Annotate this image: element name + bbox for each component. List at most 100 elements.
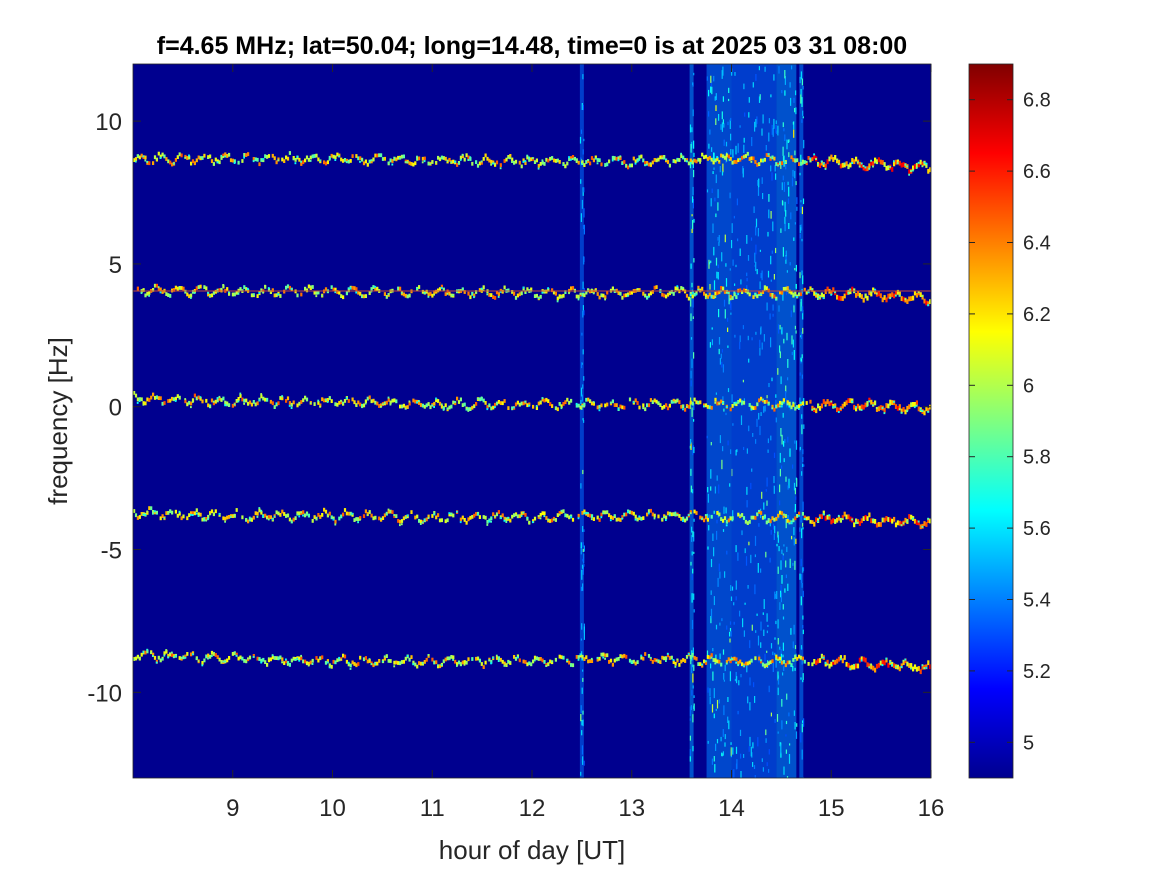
band-speckle xyxy=(774,165,776,172)
trace-segment xyxy=(237,160,240,165)
band-speckle xyxy=(713,688,715,699)
trace-halo xyxy=(300,654,302,657)
band-speckle xyxy=(785,476,787,482)
trace-halo xyxy=(604,298,606,301)
trace-segment xyxy=(247,519,250,524)
trace-halo xyxy=(155,661,158,664)
trace-halo xyxy=(239,392,242,395)
band-speckle xyxy=(782,201,784,206)
trace-segment xyxy=(685,516,689,521)
trace-halo xyxy=(921,295,924,297)
trace-segment xyxy=(741,155,744,160)
band-speckle xyxy=(763,502,765,510)
trace-segment xyxy=(881,160,884,165)
trace-halo xyxy=(307,664,310,667)
band-speckle xyxy=(803,139,805,149)
trace-segment xyxy=(725,659,728,664)
trace-segment xyxy=(433,401,436,406)
trace-halo xyxy=(391,163,394,166)
trace-segment xyxy=(723,155,727,160)
trace-halo xyxy=(326,400,329,403)
band-speckle xyxy=(725,263,727,267)
trace-halo xyxy=(516,656,519,659)
trace-segment xyxy=(269,290,272,294)
trace-halo xyxy=(794,654,796,657)
trace-segment xyxy=(813,521,816,527)
trace-segment xyxy=(851,158,854,163)
trace-segment xyxy=(625,512,628,517)
trace-halo xyxy=(860,659,863,662)
trace-segment xyxy=(832,660,835,665)
trace-halo xyxy=(180,656,183,659)
trace-segment xyxy=(530,287,533,292)
trace-segment xyxy=(837,656,841,662)
trace-halo xyxy=(281,661,283,664)
trace-segment xyxy=(490,159,493,164)
trace-halo xyxy=(142,155,145,158)
trace-segment xyxy=(562,293,565,298)
band-speckle xyxy=(800,335,802,338)
band-speckle xyxy=(582,418,584,421)
trace-segment xyxy=(231,652,234,656)
band-speckle xyxy=(689,445,691,449)
band-speckle xyxy=(782,672,784,676)
trace-segment xyxy=(735,295,738,299)
band-speckle xyxy=(802,110,804,116)
trace-halo xyxy=(575,161,578,163)
trace-halo xyxy=(824,662,827,665)
trace-segment xyxy=(879,522,882,527)
trace-halo xyxy=(779,661,781,664)
trace-segment xyxy=(340,514,343,519)
trace-segment xyxy=(408,401,411,406)
trace-halo xyxy=(366,514,369,517)
trace-segment xyxy=(809,399,812,404)
trace-segment xyxy=(216,159,219,164)
trace-halo xyxy=(874,288,876,291)
trace-segment xyxy=(697,662,700,666)
band-speckle xyxy=(750,237,753,241)
trace-halo xyxy=(174,400,177,402)
trace-halo xyxy=(167,656,169,659)
trace-segment xyxy=(400,154,404,159)
band-speckle xyxy=(768,383,770,388)
trace-segment xyxy=(908,169,911,175)
band-speckle xyxy=(795,496,797,500)
trace-segment xyxy=(239,394,242,398)
trace-segment xyxy=(558,654,561,659)
band-speckle xyxy=(767,270,770,278)
trace-segment xyxy=(855,156,858,162)
trace-segment xyxy=(233,514,236,518)
trace-halo xyxy=(725,662,728,665)
band-speckle xyxy=(722,751,724,756)
band-speckle xyxy=(580,179,582,184)
trace-halo xyxy=(856,521,859,524)
trace-segment xyxy=(138,155,141,160)
trace-segment xyxy=(214,289,217,294)
trace-segment xyxy=(174,285,177,290)
trace-halo xyxy=(421,161,424,164)
trace-segment xyxy=(484,660,487,665)
trace-segment xyxy=(708,292,711,297)
trace-segment xyxy=(875,663,879,669)
trace-segment xyxy=(742,288,746,293)
trace-segment xyxy=(454,659,457,664)
trace-segment xyxy=(228,403,231,407)
band-speckle xyxy=(692,445,694,448)
colorbar-tick-label: 5.2 xyxy=(1023,661,1051,683)
band-speckle xyxy=(729,671,731,682)
trace-halo xyxy=(404,161,407,164)
trace-segment xyxy=(834,519,837,524)
trace-segment xyxy=(925,664,928,670)
band-speckle xyxy=(710,608,713,619)
trace-segment xyxy=(611,286,614,291)
trace-segment xyxy=(619,518,622,522)
trace-segment xyxy=(509,661,512,665)
trace-segment xyxy=(674,159,677,164)
band-speckle xyxy=(689,718,691,721)
trace-halo xyxy=(277,159,280,162)
trace-segment xyxy=(326,160,329,165)
trace-segment xyxy=(824,163,827,169)
trace-segment xyxy=(526,403,529,408)
band-speckle xyxy=(693,518,695,522)
trace-segment xyxy=(269,399,272,404)
